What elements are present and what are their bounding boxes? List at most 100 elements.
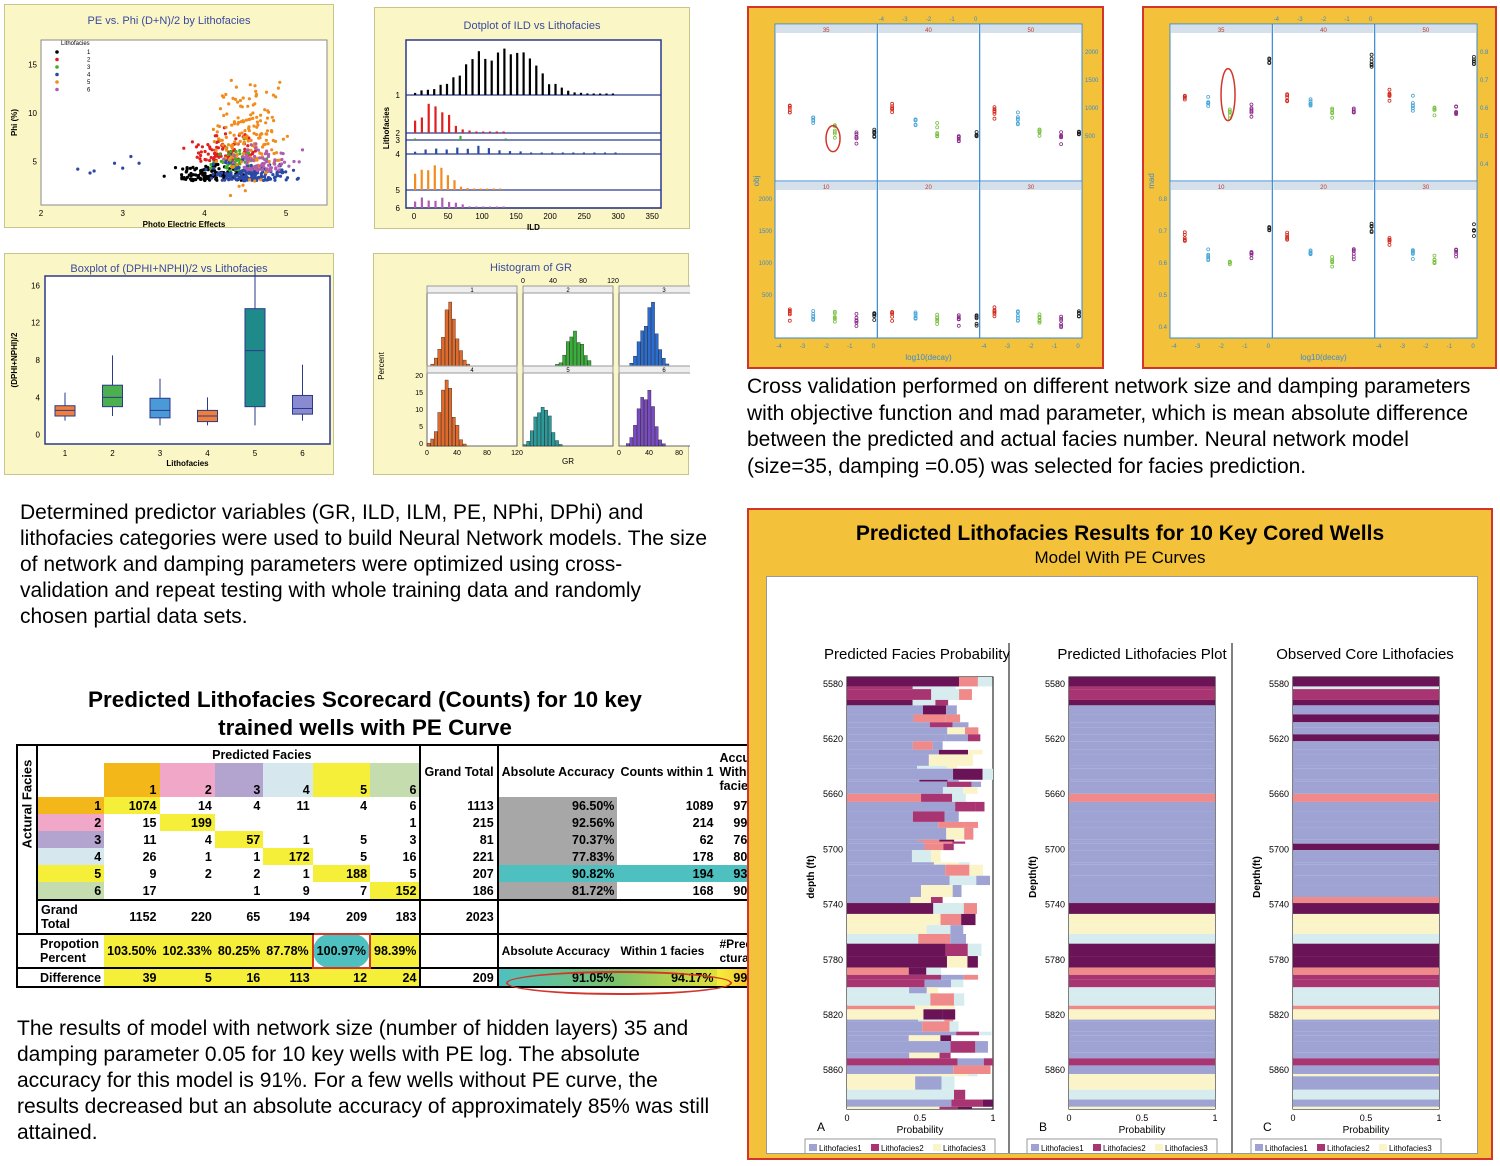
data-point (184, 170, 188, 174)
data-point (212, 166, 216, 170)
plot-frame (405, 39, 662, 209)
legend-swatch (55, 57, 59, 62)
box (244, 308, 266, 408)
dot-stack (465, 64, 468, 95)
litho-band (1069, 754, 1215, 766)
dot-stack (554, 83, 557, 95)
prob-band (910, 897, 931, 904)
grand-total-all: 2023 (419, 899, 498, 934)
prob-band (982, 1099, 993, 1107)
data-point (219, 159, 223, 163)
data-point (248, 83, 252, 87)
data-point (271, 173, 275, 177)
data-point (280, 157, 284, 162)
cv-point (1227, 107, 1232, 112)
tick-label: 0.5 (1159, 293, 1168, 299)
boxplot-panel: Boxplot of (DPHI+NPHI)/2 vs Lithofacies … (4, 253, 334, 475)
prob-band (979, 1031, 992, 1036)
cell: 4 (360, 798, 368, 813)
data-point (247, 129, 251, 133)
prob-band (847, 1021, 923, 1032)
cv-point (787, 108, 792, 112)
data-point (279, 162, 284, 166)
tick-label: 5 (33, 157, 38, 166)
dot-stack (614, 152, 617, 154)
cv-point (811, 121, 816, 125)
cv-point (1015, 313, 1020, 318)
dot-stack (573, 92, 576, 95)
litho-band (1293, 956, 1439, 968)
data-point (121, 166, 125, 170)
hist-strip (426, 365, 518, 374)
wells-plot-area: Predicted Facies Probability Predicted Li… (766, 576, 1478, 1166)
depth-tick: 5660 (1269, 789, 1289, 799)
prob-band (847, 967, 909, 975)
dot-stack (414, 151, 417, 154)
cv-point (832, 135, 837, 140)
hist-bar (573, 330, 577, 367)
dot-stack (516, 52, 519, 95)
data-point (211, 127, 215, 131)
cv-point (1227, 260, 1232, 265)
tick-label: 10 (28, 109, 37, 118)
litho-band (1069, 741, 1215, 750)
depth-tick: 5620 (1045, 734, 1065, 744)
tick-label: 0.8 (1159, 197, 1168, 203)
dot-stack (567, 90, 570, 95)
actual-facies-header: Actural Facies (19, 759, 35, 849)
depth-tick: 5820 (1269, 1010, 1289, 1020)
cv-point (1037, 312, 1042, 317)
litho-band (1293, 793, 1439, 802)
cv-point (787, 308, 792, 313)
cell: 102.33% (159, 933, 215, 968)
prob-band (847, 933, 919, 944)
cell: 209 (312, 899, 371, 934)
prob-band (953, 1065, 975, 1074)
cv-point (872, 314, 877, 319)
dot-stack (448, 114, 451, 133)
prob-band (959, 754, 974, 766)
data-point (187, 173, 191, 177)
row-label: 5 (396, 186, 401, 195)
data-point (229, 172, 233, 176)
legend-label: Lithofacies2 (881, 1144, 924, 1153)
data-point (268, 169, 272, 173)
cv-point (1206, 247, 1211, 252)
data-point (209, 166, 213, 170)
hist-bar (580, 344, 584, 367)
cv-point (1387, 237, 1392, 242)
data-point (246, 144, 250, 148)
data-point (206, 176, 210, 180)
dot-stack (528, 58, 531, 95)
data-point (253, 154, 257, 159)
hist-bar (562, 354, 566, 367)
litho-band (1069, 686, 1215, 690)
data-point (277, 158, 281, 162)
prob-band (847, 765, 918, 769)
cell: 1 (204, 849, 212, 864)
hist-bar (452, 318, 456, 367)
cv-point (811, 117, 816, 122)
litho-band (1293, 765, 1439, 769)
hist-bar (441, 389, 445, 447)
dot-stack (468, 206, 471, 208)
dot-stack (495, 206, 498, 208)
dot-stack (586, 93, 589, 95)
data-point (255, 158, 259, 162)
hist-bar (654, 333, 659, 367)
data-point (190, 177, 194, 181)
x-axis-label: Probability (897, 1125, 944, 1136)
panel-label: 4 (470, 368, 474, 374)
litho-band (1069, 1073, 1215, 1077)
data-point (238, 148, 242, 153)
tick-label: -3 (1400, 344, 1406, 350)
panel-label: 30 (1027, 185, 1034, 191)
panel-label: 20 (925, 185, 932, 191)
data-point (265, 116, 270, 120)
dot-stack (435, 148, 438, 154)
tick-label: 0.5 (1136, 1113, 1149, 1123)
tick-label: 4 (36, 393, 41, 402)
data-point (241, 120, 246, 124)
data-point (240, 105, 244, 109)
data-point (237, 177, 241, 181)
